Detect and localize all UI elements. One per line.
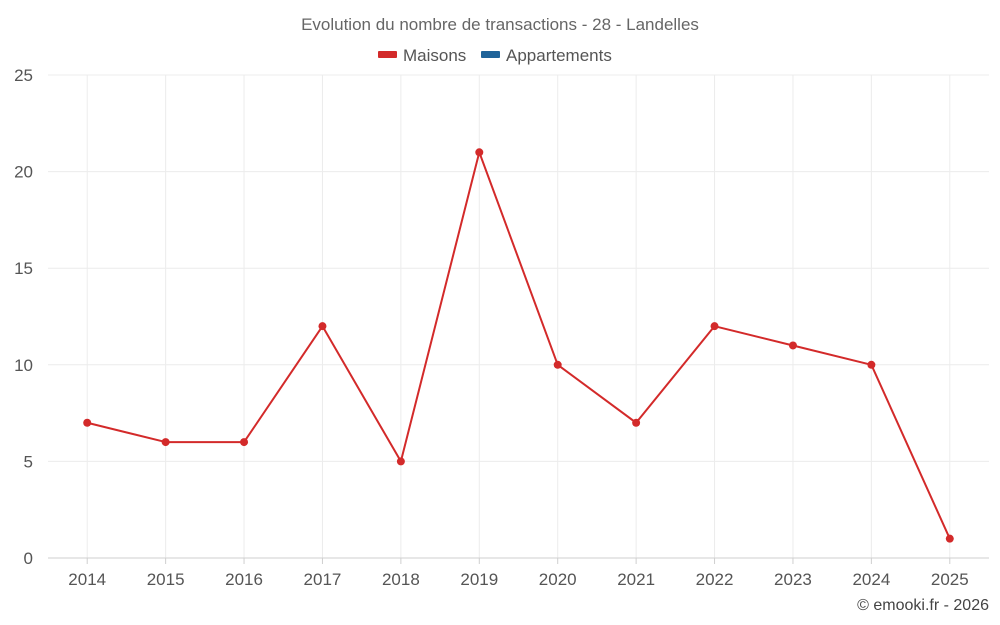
x-tick-label: 2020 [539, 570, 577, 589]
y-tick-label: 0 [24, 549, 33, 568]
data-point[interactable] [788, 341, 797, 350]
y-tick-label: 25 [14, 66, 33, 85]
data-point[interactable] [710, 322, 719, 331]
data-point[interactable] [945, 534, 954, 543]
x-tick-label: 2023 [774, 570, 812, 589]
legend-swatch-appartements [481, 51, 500, 58]
legend-item-appartements[interactable]: Appartements [481, 46, 612, 65]
data-point[interactable] [632, 418, 641, 427]
x-tick-label: 2014 [68, 570, 106, 589]
x-tick-label: 2016 [225, 570, 263, 589]
y-tick-label: 10 [14, 356, 33, 375]
legend-label-appartements[interactable]: Appartements [506, 46, 612, 65]
x-tick-label: 2024 [852, 570, 890, 589]
x-tick-label: 2015 [147, 570, 185, 589]
legend-label-maisons[interactable]: Maisons [403, 46, 466, 65]
y-tick-label: 20 [14, 163, 33, 182]
data-point[interactable] [318, 322, 327, 331]
y-axis: 0 5 10 15 20 25 [14, 66, 33, 568]
chart-title: Evolution du nombre de transactions - 28… [301, 15, 699, 34]
data-point[interactable] [475, 148, 484, 157]
x-tick-label: 2022 [696, 570, 734, 589]
grid [48, 74, 989, 558]
data-point[interactable] [240, 438, 249, 447]
legend-item-maisons[interactable]: Maisons [378, 46, 466, 65]
legend[interactable]: Maisons Appartements [378, 46, 612, 65]
legend-swatch-maisons [378, 51, 397, 58]
y-tick-label: 5 [24, 452, 33, 471]
data-point[interactable] [83, 418, 92, 427]
x-tick-label: 2019 [460, 570, 498, 589]
credit-text: © emooki.fr - 2026 [857, 597, 989, 614]
x-tick-label: 2017 [304, 570, 342, 589]
x-tick-label: 2025 [931, 570, 969, 589]
data-point[interactable] [396, 457, 405, 466]
data-point[interactable] [867, 360, 876, 369]
series-maisons [83, 148, 954, 543]
data-point[interactable] [553, 360, 562, 369]
x-axis: 2014 2015 2016 2017 2018 2019 2020 2021 2022 2023… [48, 557, 989, 589]
y-tick-label: 15 [14, 259, 33, 278]
data-point[interactable] [161, 438, 170, 447]
x-tick-label: 2021 [617, 570, 655, 589]
series-line-maisons [86, 151, 951, 540]
x-tick-label: 2018 [382, 570, 420, 589]
